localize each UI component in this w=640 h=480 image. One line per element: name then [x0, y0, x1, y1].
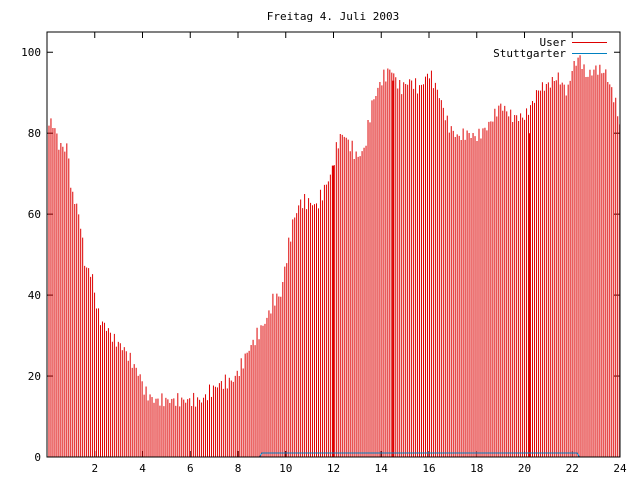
y-tick-label: 40	[28, 289, 41, 302]
x-tick-label: 8	[235, 462, 242, 475]
legend: User Stuttgarter	[493, 36, 607, 60]
y-tick-label: 80	[28, 127, 41, 140]
series-user	[48, 55, 621, 457]
x-tick-label: 10	[279, 462, 292, 475]
x-tick-label: 4	[139, 462, 146, 475]
x-tick-label: 6	[187, 462, 194, 475]
legend-label-stuttgarter: Stuttgarter	[493, 47, 566, 60]
y-tick-label: 60	[28, 208, 41, 221]
legend-label-user: User	[540, 36, 567, 49]
x-tick-label: 14	[375, 462, 389, 475]
x-tick-label: 18	[470, 462, 483, 475]
plot-frame	[46, 31, 621, 458]
x-tick-label: 22	[566, 462, 579, 475]
y-tick-label: 0	[34, 451, 41, 464]
y-tick-label: 20	[28, 370, 41, 383]
x-tick-label: 16	[422, 462, 435, 475]
x-tick-label: 2	[91, 462, 98, 475]
x-tick-label: 20	[518, 462, 531, 475]
y-tick-label: 100	[21, 46, 41, 59]
x-tick-label: 24	[613, 462, 627, 475]
y-axis: 0 20 40 60 80 100	[21, 46, 620, 464]
x-tick-label: 12	[327, 462, 340, 475]
x-axis: 2 4 6 8 10 12 14 16 18 20 22 24	[91, 32, 627, 475]
chart-title: Freitag 4. Juli 2003	[267, 10, 399, 23]
